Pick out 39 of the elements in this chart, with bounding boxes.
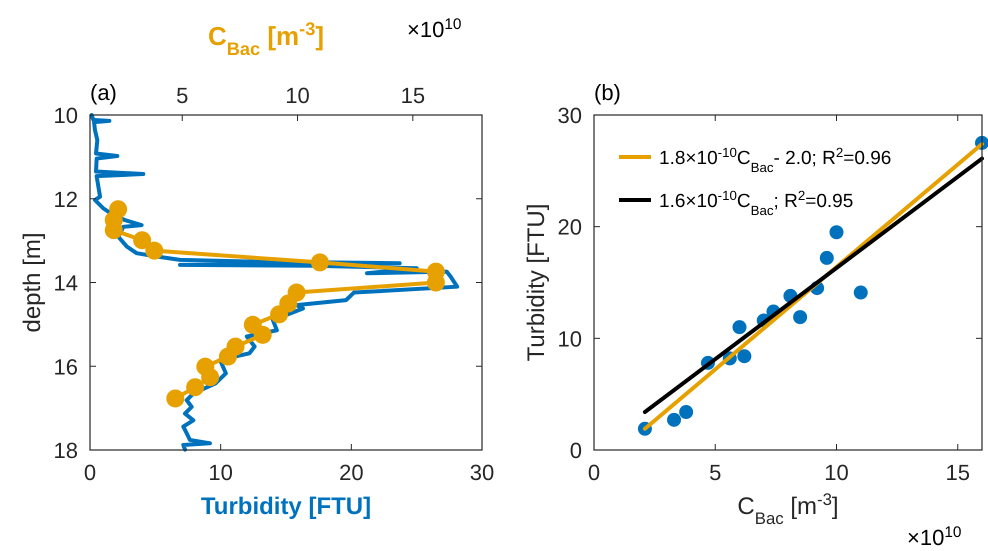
point	[793, 310, 808, 324]
y-tick-label: 18	[54, 438, 78, 463]
y-axis-title: depth [m]	[19, 232, 46, 333]
x-tick-label: 10	[824, 460, 849, 485]
y-axis-title: Turbidity [FTU]	[523, 204, 550, 362]
text: (a)	[90, 80, 117, 105]
point	[732, 320, 746, 334]
y-tick-label: 20	[558, 214, 582, 240]
x-tick-label: 10	[208, 460, 233, 485]
x2-axis-title: C$_{Bac}$ [m$^{-3}$]	[208, 19, 324, 59]
y-tick-label: 12	[54, 186, 78, 212]
point	[854, 286, 868, 300]
text: (b)	[594, 80, 621, 105]
y-tick-label: 10	[54, 103, 78, 128]
x2-tick-label: 10	[285, 83, 310, 108]
x-axis-title: Turbidity [FTU]	[200, 493, 372, 520]
x2-tick-label: 15	[400, 83, 426, 108]
point	[737, 349, 752, 364]
x-tick-label: 0	[588, 460, 600, 485]
x-tick-label: 15	[946, 460, 970, 485]
x2-tick-label: 5	[176, 83, 188, 108]
text: ×10$^{10}$	[407, 16, 462, 42]
x-tick-label: 20	[339, 460, 364, 485]
point	[830, 225, 844, 240]
y-tick-label: 16	[54, 354, 78, 380]
y-tick-label: 0	[570, 438, 582, 463]
point	[820, 250, 834, 265]
y-tick-label: 10	[558, 326, 582, 352]
point	[679, 405, 694, 420]
x-tick-label: 5	[709, 460, 722, 485]
x-axis-title: C$_{Bac}$ [m$^{-3}$]	[737, 490, 839, 528]
legend-label: 1.8×10$^{-10}$C$_{Bac}$- 2.0; R$^{2}$=0.96	[659, 144, 892, 174]
y-tick-label: 14	[54, 270, 78, 296]
x-tick-label: 0	[84, 460, 96, 485]
point	[667, 412, 682, 427]
legend-label: 1.6×10$^{-10}$C$_{Bac}$; R$^{2}$=0.95	[659, 188, 854, 218]
text: ×10$^{10}$	[907, 524, 962, 550]
y-tick-label: 30	[558, 103, 582, 128]
x-tick-label: 30	[470, 460, 494, 485]
